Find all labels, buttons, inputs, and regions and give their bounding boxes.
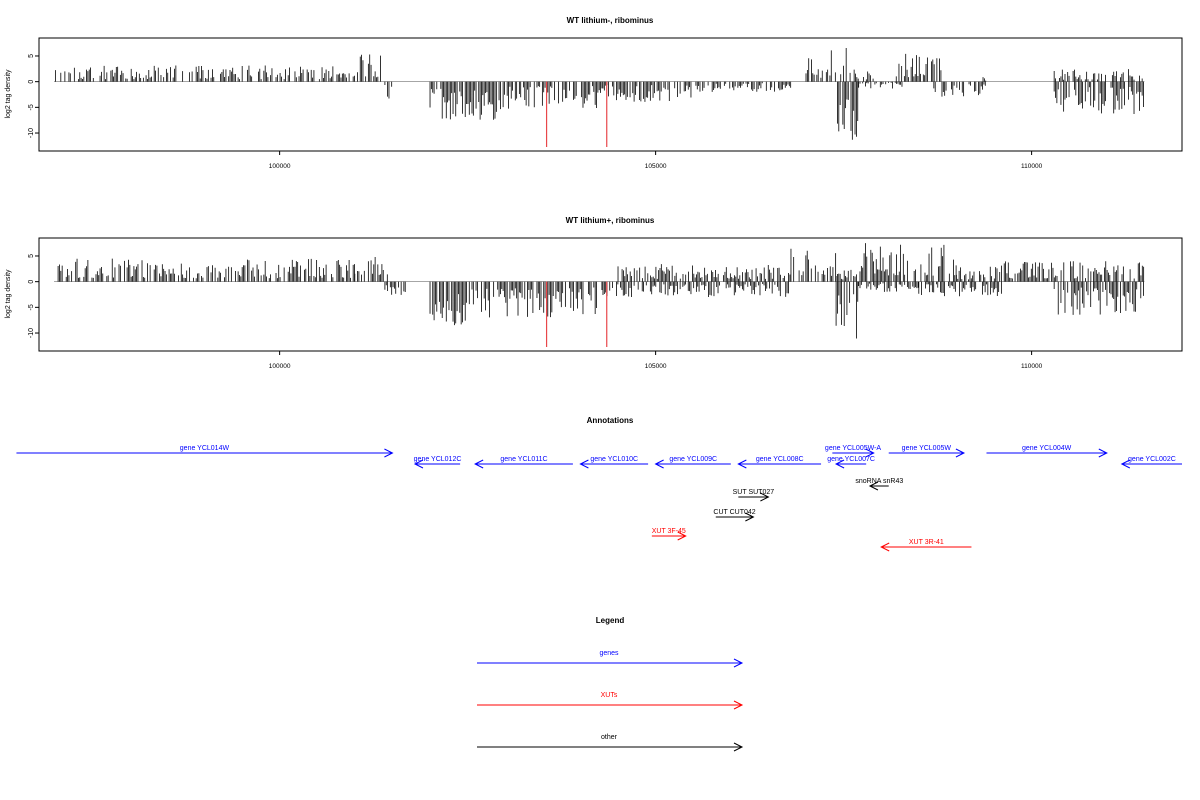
- legend: Legend genes XUTs other: [477, 616, 744, 752]
- y-axis: 5 0 -5 -10: [28, 54, 39, 138]
- feature-label: XUT 3F-45: [652, 528, 686, 535]
- feature-gene-ycl002c: gene YCL002C: [1120, 456, 1182, 469]
- marker-lines: [545, 281, 608, 347]
- panel-title: WT lithium-, ribominus: [567, 16, 654, 25]
- feature-gene-ycl012c: gene YCL012C: [413, 456, 462, 469]
- feature-xut-3r-41: XUT 3R-41: [880, 539, 972, 552]
- y-tick-label: 0: [28, 80, 35, 84]
- feature-label: gene YCL012C: [414, 456, 462, 463]
- feature-sut-sut027: SUT SUT027: [733, 489, 775, 502]
- feature-label: SUT SUT027: [733, 489, 775, 496]
- feature-label: snoRNA snR43: [855, 478, 903, 485]
- arrow-right-icon: [745, 512, 755, 522]
- feature-gene-ycl008c: gene YCL008C: [737, 456, 822, 469]
- feature-gene-ycl005w: gene YCL005W: [888, 445, 966, 458]
- feature-label: gene YCL002C: [1128, 456, 1176, 463]
- feature-label: gene YCL008C: [756, 456, 804, 463]
- feature-label: gene YCL005W-A: [825, 445, 881, 452]
- y-tick-label: -5: [28, 304, 35, 310]
- feature-cut-cut042: CUT CUT042: [713, 509, 756, 522]
- feature-gene-ycl011c: gene YCL011C: [474, 456, 573, 469]
- legend-label: XUTs: [601, 692, 618, 699]
- arrow-left-icon: [880, 542, 890, 552]
- y-tick-label: -10: [28, 128, 35, 138]
- x-axis: 100000 105000 110000: [269, 351, 1043, 370]
- minus-strand-bars: [384, 281, 1144, 339]
- plot-frame: [38, 237, 1183, 352]
- legend-entries: genes XUTs other: [477, 650, 744, 752]
- plus-strand-bars: [57, 243, 1145, 282]
- feature-gene-ycl007c: gene YCL007C: [827, 456, 875, 469]
- track-panel-lithium-plus: WT lithium+, ribominus log2 tag density …: [5, 216, 1183, 370]
- arrow-right-icon: [865, 448, 875, 458]
- arrow-right-icon: [1098, 448, 1108, 458]
- x-tick-label: 100000: [269, 163, 291, 170]
- x-tick-label: 110000: [1021, 363, 1043, 370]
- arrow-right-icon: [955, 448, 966, 458]
- marker-lines: [545, 81, 608, 147]
- x-tick-label: 100000: [269, 363, 291, 370]
- feature-snorna-snr43: snoRNA snR43: [855, 478, 903, 491]
- density-bars: [54, 47, 1145, 140]
- plus-strand-bars: [54, 47, 1143, 82]
- feature-xut-3f-45: XUT 3F-45: [652, 528, 687, 541]
- feature-label: gene YCL014W: [180, 445, 230, 452]
- feature-label: gene YCL009C: [669, 456, 717, 463]
- arrow-left-icon: [737, 459, 747, 469]
- arrow-left-icon: [474, 459, 484, 469]
- feature-gene-ycl004w: gene YCL004W: [986, 445, 1108, 458]
- y-tick-label: 0: [28, 280, 35, 284]
- legend-label: genes: [599, 650, 619, 657]
- feature-label: gene YCL010C: [590, 456, 638, 463]
- legend-title: Legend: [596, 616, 625, 625]
- arrow-left-icon: [413, 459, 424, 469]
- feature-gene-ycl009c: gene YCL009C: [654, 456, 731, 469]
- legend-entry-other: other: [477, 734, 744, 752]
- arrow-left-icon: [868, 481, 879, 491]
- feature-label: CUT CUT042: [713, 509, 755, 516]
- plot-frame: [38, 37, 1183, 152]
- x-tick-label: 105000: [645, 163, 667, 170]
- arrow-left-icon: [579, 459, 589, 469]
- feature-gene-ycl014w: gene YCL014W: [16, 445, 394, 458]
- legend-entry-genes: genes: [477, 650, 744, 668]
- legend-entry-xuts: XUTs: [477, 692, 744, 710]
- feature-label: gene YCL005W: [902, 445, 952, 452]
- feature-label: gene YCL011C: [500, 456, 547, 463]
- feature-gene-ycl005w-a: gene YCL005W-A: [825, 445, 881, 458]
- y-axis: 5 0 -5 -10: [28, 254, 39, 338]
- feature-arrows: gene YCL014W gene YCL012C gene YCL011C gene…: [16, 445, 1182, 552]
- y-tick-label: -10: [28, 328, 35, 338]
- arrow-right-icon: [733, 700, 744, 710]
- density-bars: [54, 243, 1145, 339]
- annotations-title: Annotations: [587, 416, 634, 425]
- feature-gene-ycl010c: gene YCL010C: [579, 456, 649, 469]
- arrow-right-icon: [384, 448, 394, 458]
- arrow-right-icon: [733, 742, 744, 752]
- y-axis-label: log2 tag density: [5, 69, 12, 119]
- track-panel-lithium-minus: WT lithium-, ribominus log2 tag density …: [5, 16, 1183, 170]
- y-tick-label: -5: [28, 104, 35, 110]
- arrow-right-icon: [733, 658, 744, 668]
- y-tick-label: 5: [28, 54, 35, 58]
- y-tick-label: 5: [28, 254, 35, 258]
- arrow-left-icon: [654, 459, 664, 469]
- feature-label: gene YCL004W: [1022, 445, 1072, 452]
- x-tick-label: 105000: [645, 363, 667, 370]
- arrow-left-icon: [834, 459, 845, 469]
- arrow-right-icon: [760, 492, 770, 502]
- arrow-left-icon: [1120, 459, 1131, 469]
- feature-label: gene YCL007C: [827, 456, 875, 463]
- arrow-right-icon: [677, 531, 687, 541]
- x-tick-label: 110000: [1021, 163, 1043, 170]
- feature-label: XUT 3R-41: [909, 539, 944, 546]
- legend-label: other: [601, 734, 618, 741]
- panel-title: WT lithium+, ribominus: [566, 216, 655, 225]
- x-axis: 100000 105000 110000: [269, 151, 1043, 170]
- y-axis-label: log2 tag density: [5, 269, 12, 319]
- minus-strand-bars: [384, 81, 1144, 140]
